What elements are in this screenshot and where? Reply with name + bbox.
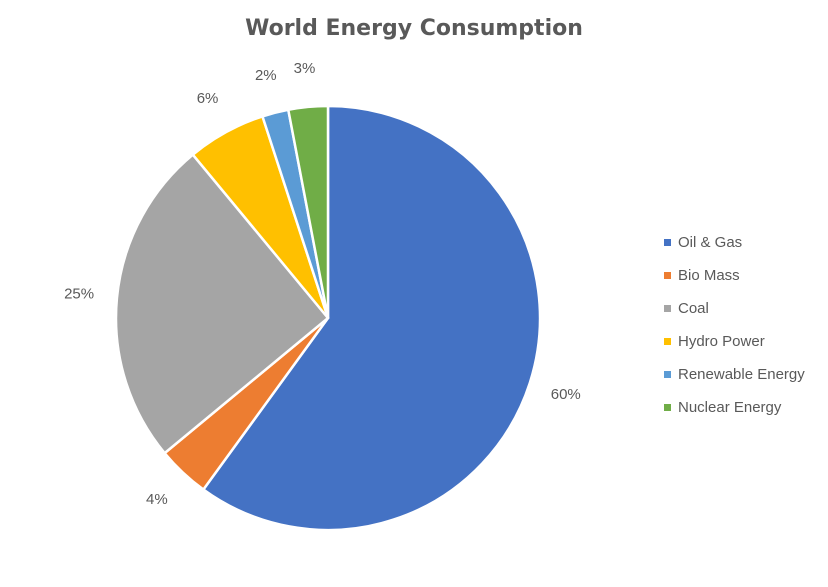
data-label-oil-gas: 60%: [551, 386, 581, 403]
legend-label: Oil & Gas: [678, 234, 743, 251]
legend-item-nuclear-energy: Nuclear Energy: [664, 391, 805, 424]
legend-label: Coal: [678, 300, 709, 317]
legend-label: Renewable Energy: [678, 366, 805, 383]
data-label-hydro-power: 6%: [197, 90, 219, 107]
legend-item-coal: Coal: [664, 292, 805, 325]
legend-item-hydro-power: Hydro Power: [664, 325, 805, 358]
data-label-nuclear-energy: 3%: [294, 60, 316, 77]
pie-slice-coal: [114, 153, 330, 455]
pie-slice-nuclear-energy: [287, 104, 330, 320]
legend-label: Nuclear Energy: [678, 399, 782, 416]
legend-item-oil-gas: Oil & Gas: [664, 226, 805, 259]
data-label-coal: 25%: [64, 285, 94, 302]
chart-title: World Energy Consumption: [245, 16, 583, 41]
pie-slice-oil-gas: [202, 104, 542, 532]
legend-swatch: [664, 305, 671, 312]
legend-swatch: [664, 239, 671, 246]
data-label-bio-mass: 4%: [146, 491, 168, 508]
legend-swatch: [664, 404, 671, 411]
legend-item-bio-mass: Bio Mass: [664, 259, 805, 292]
legend-label: Bio Mass: [678, 267, 740, 284]
legend-item-renewable-energy: Renewable Energy: [664, 358, 805, 391]
data-label-renewable-energy: 2%: [255, 67, 277, 84]
legend-swatch: [664, 338, 671, 345]
legend-swatch: [664, 371, 671, 378]
legend-label: Hydro Power: [678, 333, 765, 350]
legend-swatch: [664, 272, 671, 279]
legend: Oil & Gas Bio Mass Coal Hydro Power Rene…: [664, 226, 805, 424]
